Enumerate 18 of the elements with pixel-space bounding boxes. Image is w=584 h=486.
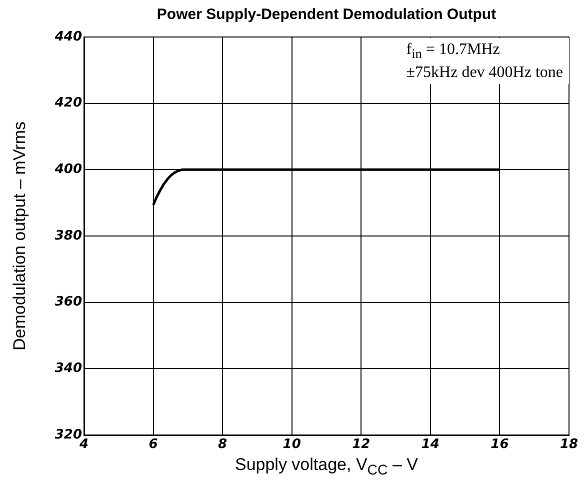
x-axis-title: Supply voltage, V$_{CC}$ – V — [234, 455, 419, 478]
y-tick-label: 380 — [54, 228, 82, 244]
annotation: f$_{in}$ = 10.7MHz — [406, 40, 501, 64]
y-tick-label: 440 — [54, 29, 82, 44]
x-tick-label: 16 — [490, 437, 509, 452]
y-tick-label: 340 — [54, 361, 82, 376]
x-tick-label: 8 — [218, 437, 228, 452]
chart-title: Power Supply-Dependent Demodulation Output — [156, 6, 498, 23]
x-tick-label: 12 — [352, 437, 370, 452]
y-tick-label: 400 — [54, 162, 82, 178]
x-tick-label: 14 — [421, 437, 440, 452]
y-tick-label: 420 — [54, 96, 82, 111]
x-tick-label: 6 — [148, 437, 158, 452]
annotation: ±75kHz dev 400Hz tone — [406, 63, 563, 82]
x-tick-label: 10 — [282, 437, 301, 452]
y-axis-title: Demodulation output – mVrms — [10, 122, 30, 350]
x-tick-label: 18 — [560, 437, 578, 452]
y-tick-label: 360 — [54, 294, 82, 310]
